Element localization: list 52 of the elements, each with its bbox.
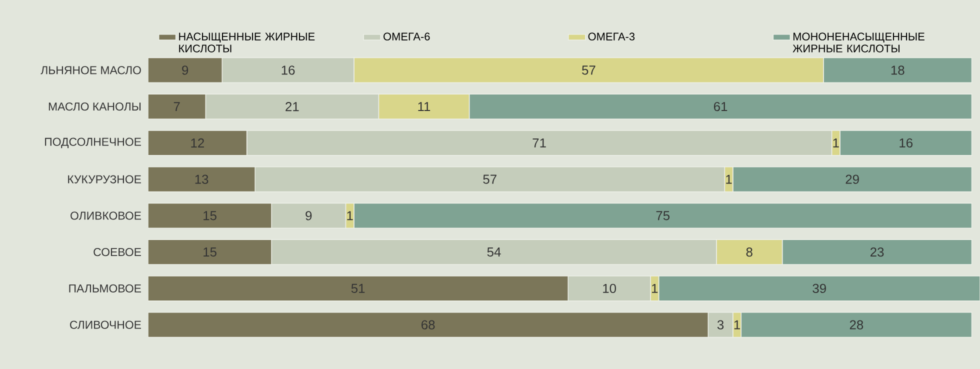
data-label: 7: [174, 102, 180, 112]
data-label: 1: [726, 174, 732, 184]
bar: [148, 202, 272, 229]
data-label: 75: [656, 211, 670, 220]
bar: [148, 130, 248, 156]
data-label: 54: [487, 248, 501, 257]
data-label: 28: [850, 320, 864, 330]
data-label: 1: [652, 284, 658, 293]
data-label: 9: [182, 66, 188, 75]
data-label: 15: [204, 211, 216, 220]
data-label: 1: [833, 138, 839, 148]
y-tick-label: СЛИВОЧНОЕ: [70, 320, 141, 329]
bar: [148, 94, 206, 120]
data-label: 23: [870, 247, 884, 257]
data-label: 57: [483, 174, 496, 184]
data-label: 16: [900, 138, 913, 148]
data-label: 29: [846, 174, 859, 184]
data-label: 8: [746, 247, 752, 257]
legend-label: ОМЕГА-6: [384, 32, 430, 40]
data-label: 51: [351, 284, 365, 293]
legend-label: ОМЕГА-3: [588, 32, 635, 40]
data-label: 16: [282, 66, 295, 75]
data-label: 3: [717, 320, 724, 330]
y-tick-label: СОЕВОЕ: [94, 248, 141, 256]
y-tick-label: ПОДСОЛНЕЧНОЕ: [45, 138, 141, 148]
data-label: 13: [195, 174, 208, 184]
data-label: 18: [891, 66, 904, 75]
data-label: 68: [422, 320, 435, 330]
data-label: 1: [347, 211, 353, 220]
data-label: 71: [532, 138, 546, 148]
y-tick-label: КУКУРУЗНОЕ: [68, 175, 141, 184]
data-label: 12: [191, 138, 204, 148]
legend-label: МОНОНЕНАСЫЩЕННЫЕ ЖИРНЫЕ КИСЛОТЫ: [792, 32, 924, 52]
y-tick-label: ПАЛЬМОВОЕ: [69, 284, 141, 292]
y-tick-label: МАСЛО КАНОЛЫ: [48, 102, 141, 111]
data-label: 9: [306, 211, 312, 220]
bar: [148, 239, 272, 265]
bar: [148, 166, 256, 192]
data-label: 57: [582, 66, 596, 75]
y-tick-label: ЛЬНЯНОЕ МАСЛО: [40, 66, 141, 74]
data-label: 1: [734, 320, 740, 330]
y-tick-label: ОЛИВКОВОЕ: [70, 212, 141, 220]
data-label: 39: [812, 284, 826, 294]
data-label: 10: [603, 284, 616, 294]
bar: [148, 276, 569, 302]
data-label: 61: [714, 102, 728, 112]
legend-label: НАСЫЩЕННЫЕ ЖИРНЫЕ КИСЛОТЫ: [179, 32, 315, 52]
data-label: 11: [418, 102, 430, 112]
bar: [148, 57, 223, 84]
data-label: 15: [204, 248, 216, 257]
bar: [148, 312, 709, 338]
data-label: 21: [286, 102, 299, 112]
